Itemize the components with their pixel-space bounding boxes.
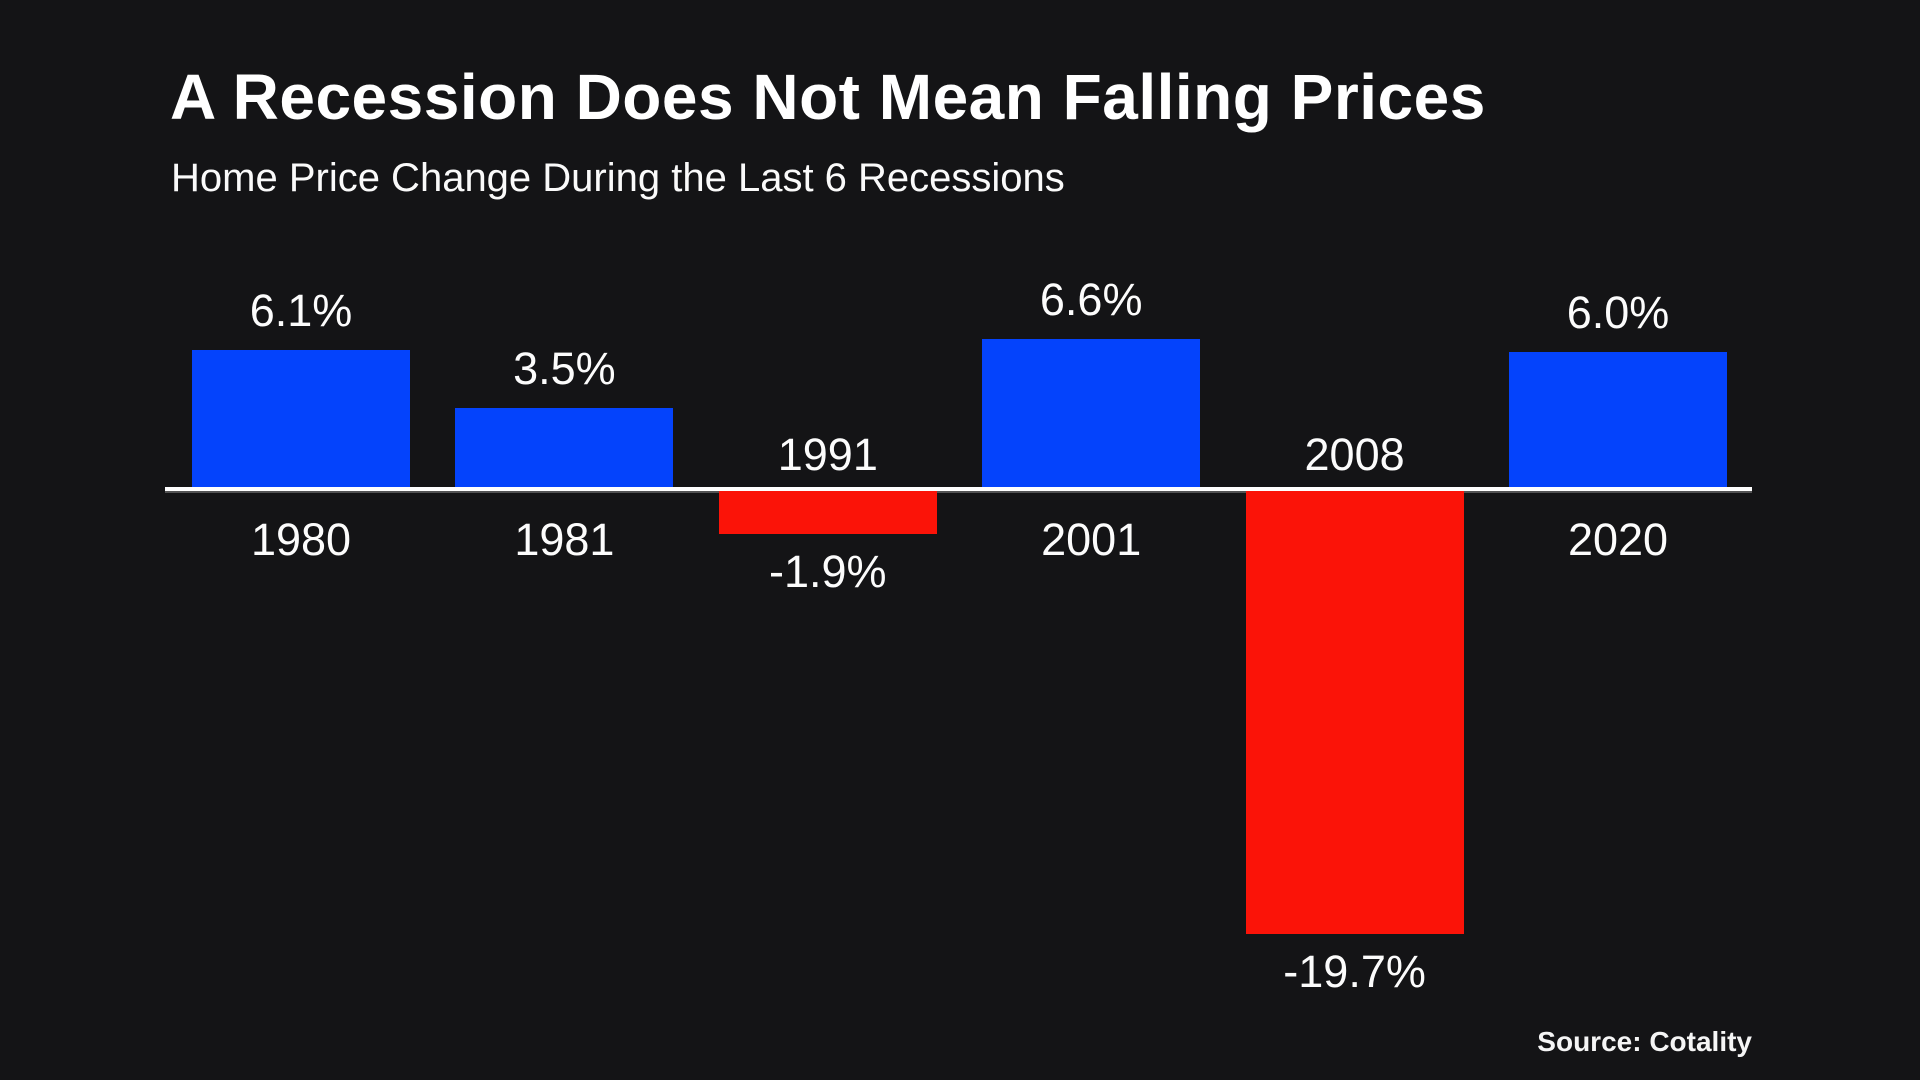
bar-value-label-1980: 6.1% (249, 284, 353, 336)
bar-2008 (1245, 491, 1464, 935)
bar-year-label-1991: 1991 (777, 429, 878, 480)
bar-year-label-2001: 2001 (1041, 514, 1142, 565)
bar-year-label-2008: 2008 (1304, 429, 1405, 480)
bar-value-label-2008: -19.7% (1283, 946, 1426, 998)
chart-subtitle: Home Price Change During the Last 6 Rece… (171, 156, 1065, 200)
bar-2001 (982, 338, 1201, 487)
x-axis-baseline (165, 487, 1752, 491)
bar-value-label-1991: -1.9% (769, 545, 887, 597)
bar-year-label-1981: 1981 (514, 514, 615, 565)
bar-value-label-1981: 3.5% (513, 343, 616, 395)
bar-1980 (192, 349, 410, 487)
source-attribution: Source: Cotality (1537, 1026, 1752, 1057)
chart-title: A Recession Does Not Mean Falling Prices (170, 61, 1486, 133)
bar-year-label-2020: 2020 (1567, 514, 1669, 565)
bar-1981 (455, 408, 674, 487)
bar-2020 (1509, 352, 1727, 487)
bar-value-label-2001: 6.6% (1039, 273, 1143, 325)
bar-value-label-2020: 6.0% (1566, 287, 1670, 338)
bar-1991 (718, 491, 937, 534)
bar-year-label-1980: 1980 (250, 514, 352, 565)
